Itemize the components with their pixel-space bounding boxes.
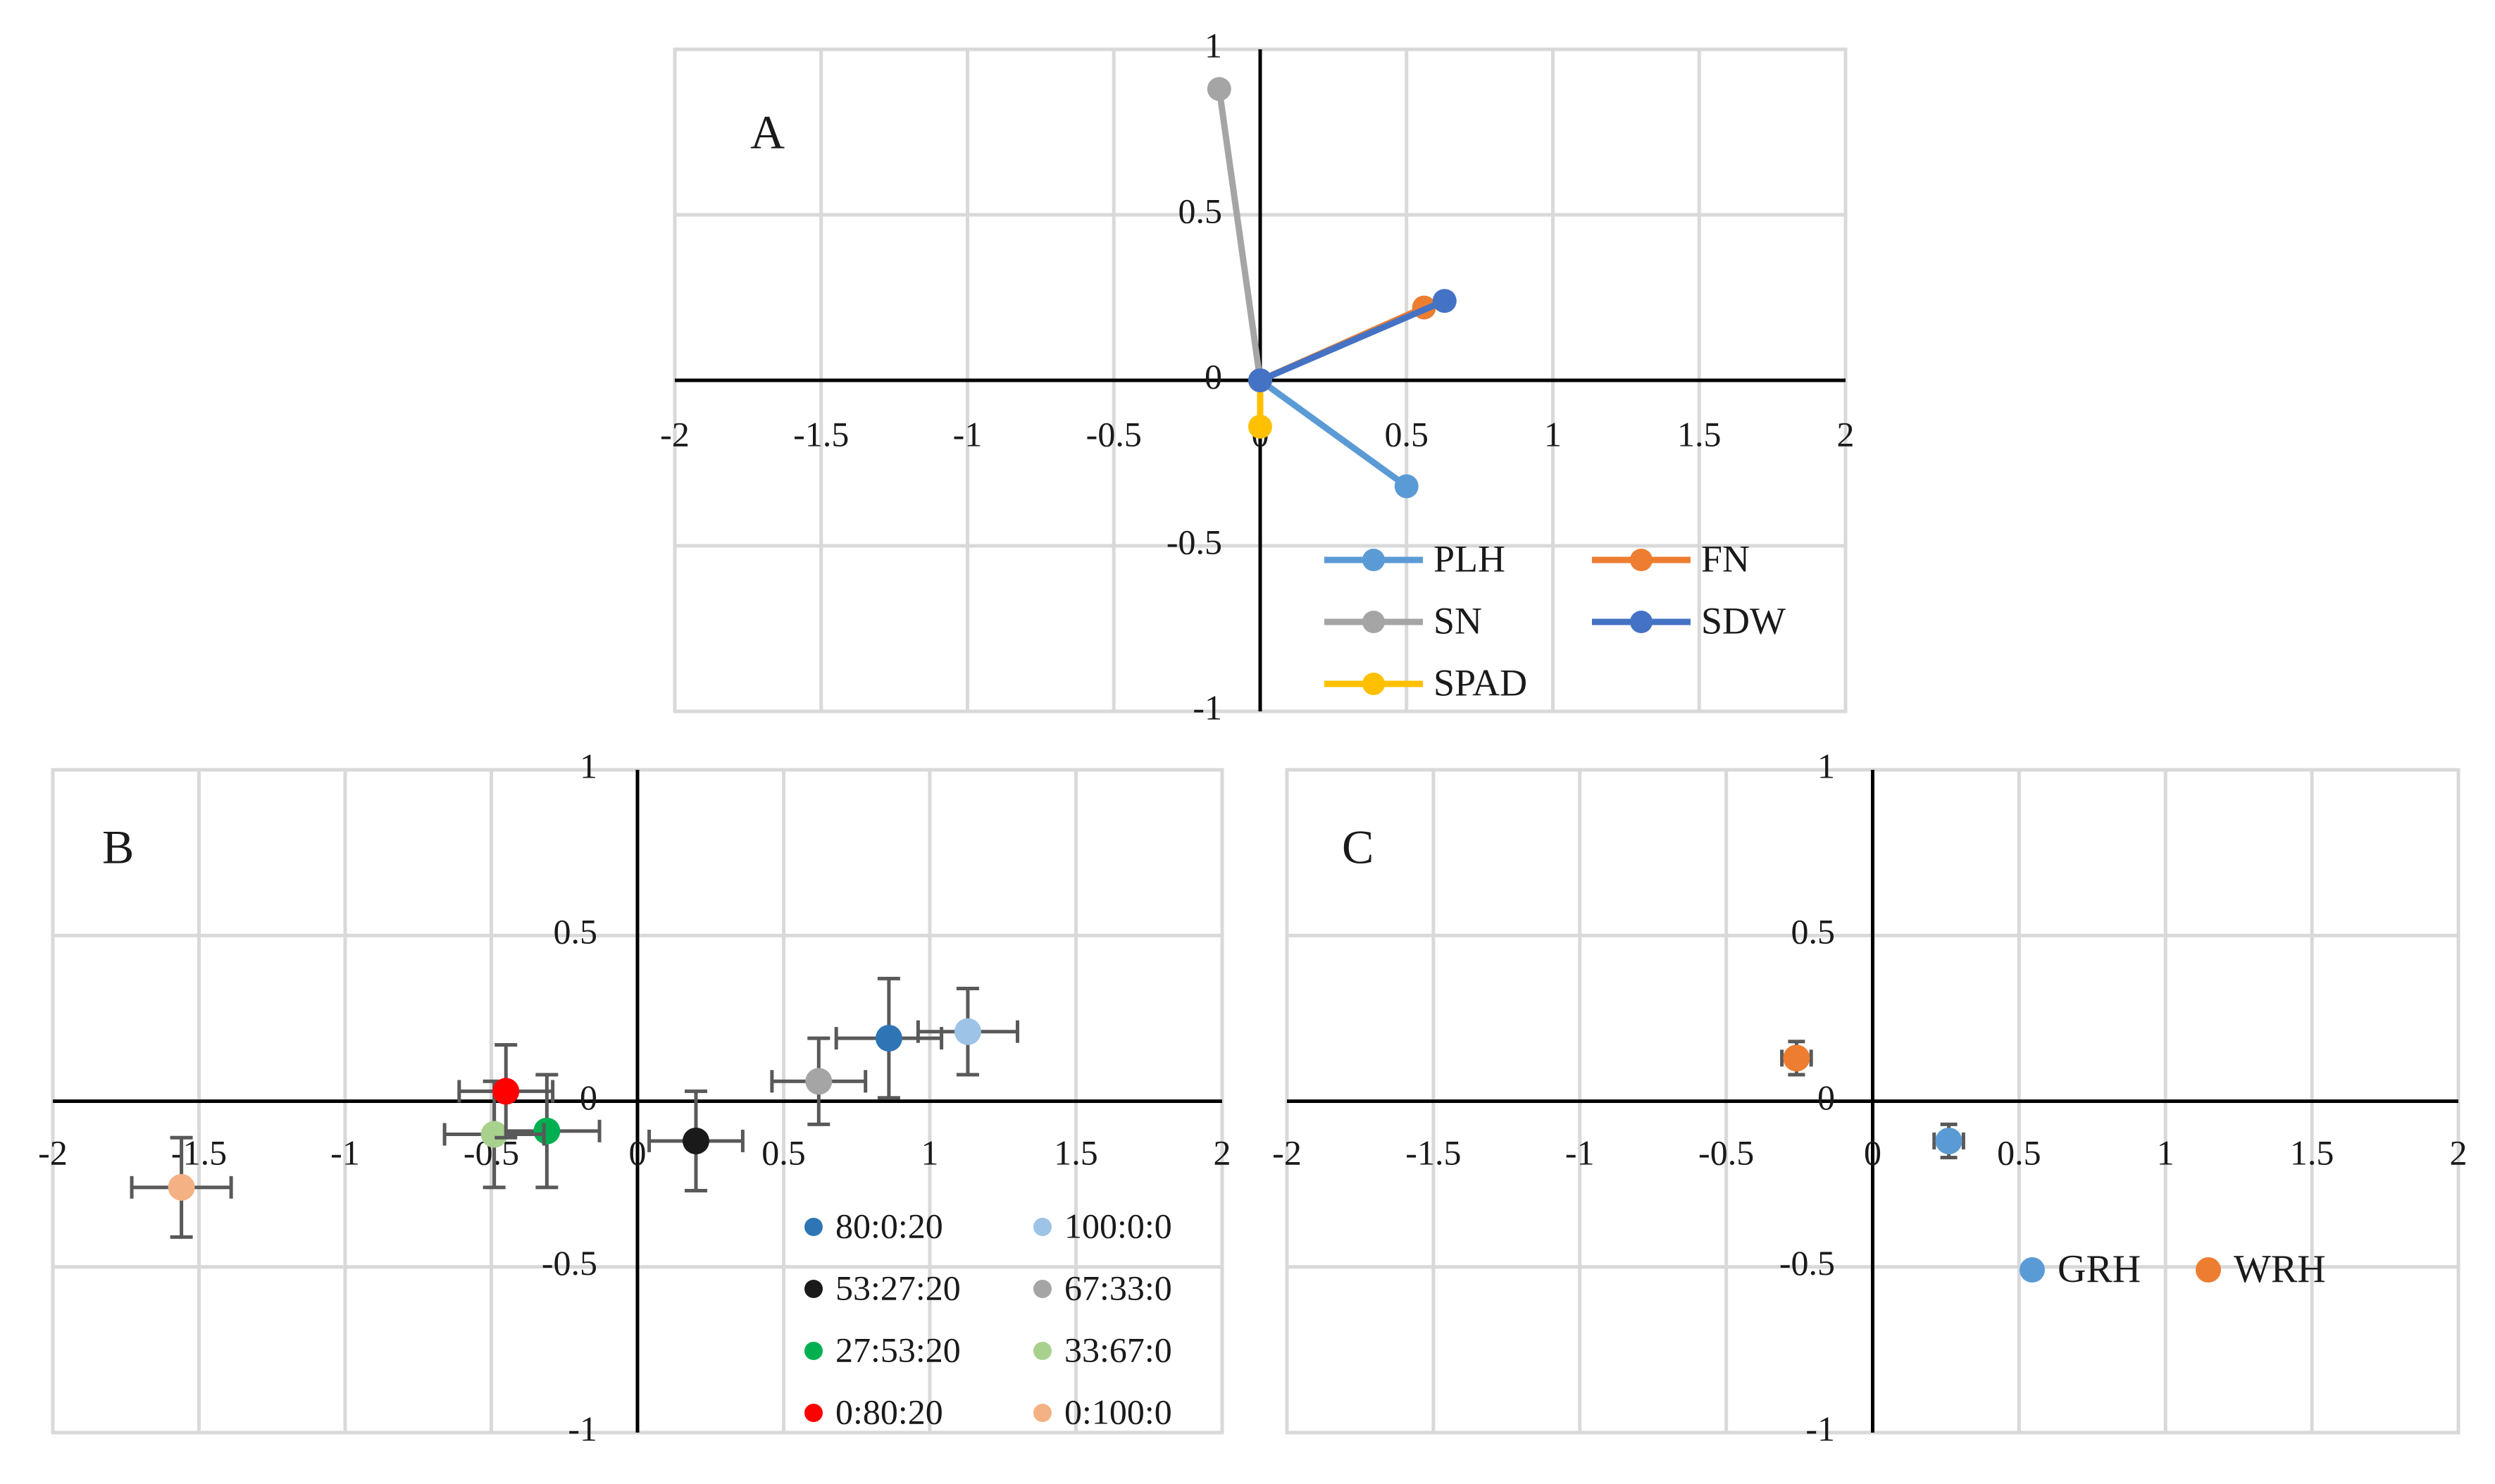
legend-marker-67-33-0 xyxy=(1033,1280,1052,1298)
x-tick-label: 0 xyxy=(629,1133,647,1172)
x-tick-label: -1 xyxy=(953,414,983,454)
legend-marker-53-27-20 xyxy=(804,1280,823,1298)
legend-label-0-100-0: 0:100:0 xyxy=(1064,1392,1172,1431)
legend-marker-plh xyxy=(1362,549,1385,571)
y-tick-label: -1 xyxy=(1805,1409,1835,1448)
data-point-spad xyxy=(1248,414,1272,439)
data-point-27-53-20 xyxy=(533,1117,561,1145)
data-point-plh xyxy=(1394,474,1419,499)
legend-label-80-0-20: 80:0:20 xyxy=(835,1206,943,1245)
legend-marker-sn xyxy=(1362,611,1385,633)
legend-label-33-67-0: 33:67:0 xyxy=(1064,1330,1172,1369)
x-tick-label: 0 xyxy=(1864,1133,1881,1172)
y-tick-label: 0.5 xyxy=(554,912,598,952)
legend-label-sdw: SDW xyxy=(1701,599,1786,642)
legend-label-0-80-20: 0:80:20 xyxy=(835,1392,943,1431)
legend-label-fn: FN xyxy=(1701,537,1750,580)
x-tick-label: 0.5 xyxy=(1997,1133,2041,1172)
legend-label-100-0-0: 100:0:0 xyxy=(1064,1206,1172,1245)
x-tick-label: -1 xyxy=(1565,1133,1595,1172)
legend-label-sn: SN xyxy=(1433,599,1482,642)
x-tick-label: 2 xyxy=(1214,1133,1231,1172)
x-tick-label: 1 xyxy=(1544,414,1562,454)
series-line-sdw xyxy=(1257,297,1448,384)
x-tick-label: -1 xyxy=(330,1133,360,1172)
x-tick-label: 2 xyxy=(2450,1133,2468,1172)
y-tick-label: 0.5 xyxy=(1178,191,1223,230)
legend-marker-wrh xyxy=(2196,1257,2221,1283)
x-tick-label: 1 xyxy=(2157,1133,2174,1172)
legend-marker-sdw xyxy=(1630,611,1653,633)
y-tick-label: -0.5 xyxy=(1166,522,1222,561)
legend-marker-fn xyxy=(1630,549,1653,571)
series-line-sn xyxy=(1216,85,1264,384)
series-line-plh xyxy=(1257,377,1410,490)
legend-label-plh: PLH xyxy=(1433,537,1505,580)
x-tick-label: -2 xyxy=(660,414,690,454)
x-tick-label: -0.5 xyxy=(1698,1133,1754,1172)
data-point-100-0-0 xyxy=(954,1018,981,1045)
x-tick-label: -1.5 xyxy=(1405,1133,1461,1172)
legend-label-spad: SPAD xyxy=(1433,661,1527,704)
legend-marker-0-80-20 xyxy=(804,1404,823,1422)
legend-marker-33-67-0 xyxy=(1033,1342,1052,1360)
x-tick-label: 0.5 xyxy=(761,1133,806,1172)
legend-marker-spad xyxy=(1362,673,1385,695)
legend-marker-80-0-20 xyxy=(804,1218,823,1236)
x-tick-label: 1.5 xyxy=(1054,1133,1098,1172)
x-tick-label: 0.5 xyxy=(1385,414,1429,454)
y-tick-label: -1 xyxy=(1193,687,1222,727)
y-tick-label: 0 xyxy=(1817,1078,1835,1117)
data-point-80-0-20 xyxy=(875,1025,902,1052)
x-tick-label: 1.5 xyxy=(2290,1133,2334,1172)
panel-label: A xyxy=(750,106,785,159)
legend-marker-100-0-0 xyxy=(1033,1218,1052,1236)
x-tick-label: -0.5 xyxy=(1086,414,1142,454)
panel-b: -2 -1.5 -1 -0.5 0 0.5 1 1.5 210.50-0.5-1B80:0:20… xyxy=(38,746,1231,1448)
x-tick-label: 2 xyxy=(1837,414,1855,454)
data-point-53-27-20 xyxy=(683,1127,709,1154)
data-point-0-100-0 xyxy=(168,1173,195,1201)
data-point-sdw xyxy=(1432,289,1457,313)
legend-label-wrh: WRH xyxy=(2234,1247,2326,1291)
x-tick-label: -1.5 xyxy=(793,414,849,454)
legend-label-67-33-0: 67:33:0 xyxy=(1064,1268,1172,1307)
y-tick-label: -1 xyxy=(568,1409,597,1448)
y-tick-label: 0 xyxy=(1205,356,1222,396)
data-point-sn xyxy=(1207,77,1231,101)
data-point-33-67-0 xyxy=(480,1121,508,1148)
legend-label-27-53-20: 27:53:20 xyxy=(835,1330,961,1369)
panel-label: C xyxy=(1342,821,1374,874)
x-tick-label: -2 xyxy=(1272,1133,1302,1172)
y-tick-label: 1 xyxy=(580,746,597,785)
x-tick-label: 1.5 xyxy=(1677,414,1722,454)
y-tick-label: 1 xyxy=(1205,25,1222,65)
y-tick-label: -0.5 xyxy=(1779,1243,1835,1283)
data-point-grh xyxy=(1935,1127,1962,1154)
x-tick-label: -2 xyxy=(38,1133,68,1172)
data-point-67-33-0 xyxy=(805,1068,833,1095)
y-tick-label: 0 xyxy=(580,1078,597,1117)
legend-label-53-27-20: 53:27:20 xyxy=(835,1268,961,1307)
legend-marker-grh xyxy=(2020,1257,2045,1283)
legend-label-grh: GRH xyxy=(2058,1247,2141,1291)
x-tick-label: 1 xyxy=(921,1133,939,1172)
data-point-wrh xyxy=(1783,1045,1810,1072)
panel-label: B xyxy=(102,821,134,874)
y-tick-label: -0.5 xyxy=(542,1243,597,1283)
y-tick-label: 0.5 xyxy=(1791,912,1836,952)
panel-a: -2-1.5-1-0.500.511.5210.50-0.5-1APLHFNSN… xyxy=(660,25,1854,727)
panel-c: -2 -1.5 -1 -0.5 0 0.5 1 1.5 2 1 0.5 0 -0.5 -1 C GRH WRH xyxy=(1272,746,2467,1448)
data-point-sdw xyxy=(1248,368,1272,392)
y-tick-label: 1 xyxy=(1817,746,1835,785)
data-point-0-80-20 xyxy=(492,1078,520,1105)
legend-marker-0-100-0 xyxy=(1033,1404,1052,1422)
legend-marker-27-53-20 xyxy=(804,1342,823,1360)
